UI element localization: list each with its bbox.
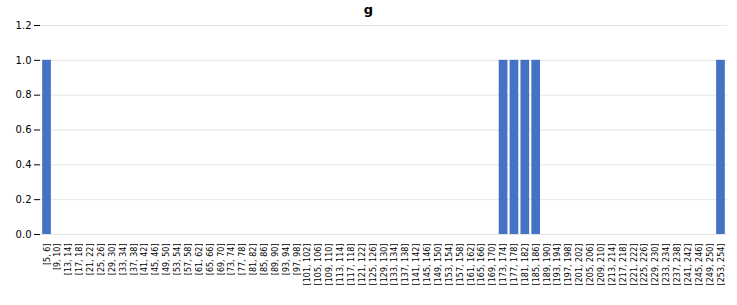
svg-text:[29, 30]: [29, 30] bbox=[108, 244, 117, 276]
svg-text:[117, 118]: [117, 118] bbox=[347, 244, 356, 286]
svg-text:[37, 38]: [37, 38] bbox=[130, 244, 139, 276]
svg-text:[17, 18]: [17, 18] bbox=[75, 244, 84, 276]
svg-text:[213, 214]: [213, 214] bbox=[608, 244, 617, 286]
svg-text:[253, 254]: [253, 254] bbox=[717, 244, 726, 286]
svg-text:[45, 46]: [45, 46] bbox=[151, 244, 160, 276]
svg-text:[137, 138]: [137, 138] bbox=[401, 244, 410, 286]
svg-text:[169, 170]: [169, 170] bbox=[488, 244, 497, 286]
svg-text:[145, 146]: [145, 146] bbox=[423, 244, 432, 286]
svg-text:[61, 62]: [61, 62] bbox=[195, 244, 204, 276]
svg-text:[129, 130]: [129, 130] bbox=[380, 244, 389, 286]
svg-text:[33, 34]: [33, 34] bbox=[119, 244, 128, 276]
svg-text:[161, 162]: [161, 162] bbox=[467, 244, 476, 286]
svg-text:[93, 94]: [93, 94] bbox=[282, 244, 291, 276]
svg-text:[209, 210]: [209, 210] bbox=[597, 244, 606, 286]
svg-text:[181, 182]: [181, 182] bbox=[521, 244, 530, 286]
svg-text:[41, 42]: [41, 42] bbox=[140, 244, 149, 276]
svg-text:[69, 70]: [69, 70] bbox=[217, 244, 226, 276]
svg-text:[217, 218]: [217, 218] bbox=[619, 244, 628, 286]
svg-text:[25, 26]: [25, 26] bbox=[97, 244, 106, 276]
svg-text:[249, 250]: [249, 250] bbox=[706, 244, 715, 286]
svg-text:[149, 150]: [149, 150] bbox=[434, 244, 443, 286]
svg-text:[173, 174]: [173, 174] bbox=[499, 244, 508, 286]
svg-text:[221, 222]: [221, 222] bbox=[630, 244, 639, 286]
svg-text:0.2: 0.2 bbox=[16, 194, 32, 205]
svg-text:1.0: 1.0 bbox=[16, 55, 32, 66]
svg-text:[49, 50]: [49, 50] bbox=[162, 244, 171, 276]
svg-text:[165, 166]: [165, 166] bbox=[477, 244, 486, 286]
svg-text:[201, 202]: [201, 202] bbox=[575, 244, 584, 286]
svg-text:0.4: 0.4 bbox=[16, 159, 32, 170]
svg-text:[109, 110]: [109, 110] bbox=[325, 244, 334, 286]
svg-text:[53, 54]: [53, 54] bbox=[173, 244, 182, 276]
svg-text:[77, 78]: [77, 78] bbox=[238, 244, 247, 276]
svg-text:[177, 178]: [177, 178] bbox=[510, 244, 519, 286]
svg-text:[97, 98]: [97, 98] bbox=[293, 244, 302, 276]
svg-text:0.8: 0.8 bbox=[16, 89, 32, 100]
svg-text:1.2: 1.2 bbox=[16, 20, 32, 31]
svg-text:[73, 74]: [73, 74] bbox=[227, 244, 236, 276]
svg-text:[193, 194]: [193, 194] bbox=[553, 244, 562, 286]
svg-text:[229, 230]: [229, 230] bbox=[651, 244, 660, 286]
svg-text:0.0: 0.0 bbox=[16, 229, 32, 240]
svg-text:[157, 158]: [157, 158] bbox=[456, 244, 465, 286]
svg-text:[125, 126]: [125, 126] bbox=[369, 244, 378, 286]
svg-text:[89, 90]: [89, 90] bbox=[271, 244, 280, 276]
svg-text:[233, 234]: [233, 234] bbox=[662, 244, 671, 286]
svg-text:[57, 58]: [57, 58] bbox=[184, 244, 193, 276]
svg-text:[101, 102]: [101, 102] bbox=[303, 244, 312, 286]
svg-text:[13, 14]: [13, 14] bbox=[64, 244, 73, 276]
svg-text:[133, 134]: [133, 134] bbox=[390, 244, 399, 286]
svg-text:[197, 198]: [197, 198] bbox=[564, 244, 573, 286]
svg-text:[121, 122]: [121, 122] bbox=[358, 244, 367, 286]
svg-text:[65, 66]: [65, 66] bbox=[206, 244, 215, 276]
svg-text:[9, 10]: [9, 10] bbox=[53, 244, 62, 271]
svg-text:[81, 82]: [81, 82] bbox=[249, 244, 258, 276]
svg-text:[153, 154]: [153, 154] bbox=[445, 244, 454, 286]
svg-text:[5, 6]: [5, 6] bbox=[43, 244, 52, 266]
html-text:g: g bbox=[363, 2, 374, 17]
svg-text:[141, 142]: [141, 142] bbox=[412, 244, 421, 286]
svg-text:0.6: 0.6 bbox=[16, 124, 32, 135]
svg-text:[225, 226]: [225, 226] bbox=[640, 244, 649, 286]
svg-text:[205, 206]: [205, 206] bbox=[586, 244, 595, 286]
svg-text:[105, 106]: [105, 106] bbox=[314, 244, 323, 286]
svg-text:[245, 246]: [245, 246] bbox=[695, 244, 704, 286]
svg-text:[113, 114]: [113, 114] bbox=[336, 244, 345, 286]
svg-text:[241, 242]: [241, 242] bbox=[684, 244, 693, 286]
svg-text:[21, 22]: [21, 22] bbox=[86, 244, 95, 276]
svg-text:[189, 190]: [189, 190] bbox=[543, 244, 552, 286]
svg-text:[185, 186]: [185, 186] bbox=[532, 244, 541, 286]
svg-text:[85, 86]: [85, 86] bbox=[260, 244, 269, 276]
svg-text:[237, 238]: [237, 238] bbox=[673, 244, 682, 286]
